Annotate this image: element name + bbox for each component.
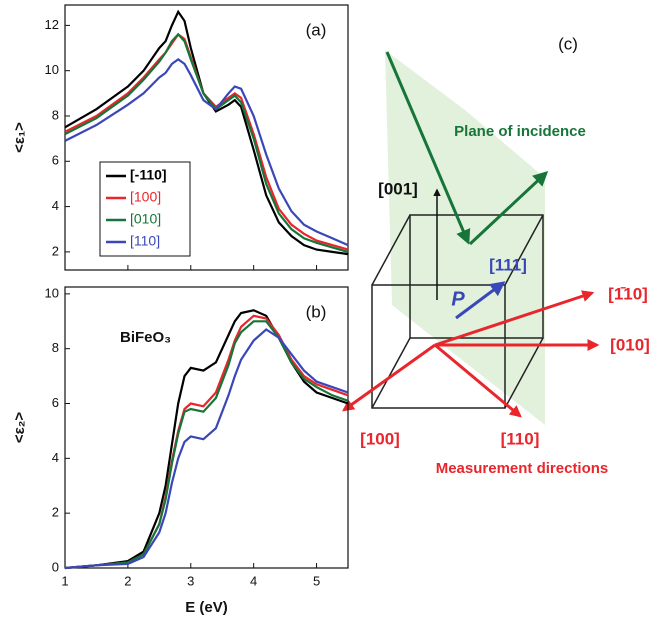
direction-label: [100] bbox=[360, 429, 400, 448]
series-line bbox=[64, 314, 349, 570]
annotation: BiFeO₃ bbox=[120, 329, 171, 346]
legend-label: [110] bbox=[130, 233, 160, 249]
axis-label: [001] bbox=[378, 179, 418, 198]
y-tick-label: 2 bbox=[52, 243, 59, 258]
direction-label: [010] bbox=[610, 335, 650, 354]
y-tick-label: 8 bbox=[52, 340, 59, 355]
cube bbox=[371, 214, 544, 409]
x-tick-label: 3 bbox=[187, 573, 194, 588]
y-tick-label: 12 bbox=[45, 17, 59, 32]
legend-box bbox=[99, 161, 191, 257]
y-tick-label: 6 bbox=[52, 395, 59, 410]
direction-label: [110] bbox=[501, 429, 540, 448]
polarization-label: P bbox=[451, 288, 465, 310]
diagram: (c) Plane of incidence [001] [111] P [1̄… bbox=[342, 34, 650, 477]
series-line bbox=[64, 9, 349, 256]
y-tick-label: 6 bbox=[52, 153, 59, 168]
panel-label: (b) bbox=[306, 302, 327, 321]
y-tick-label: 10 bbox=[45, 285, 59, 300]
x-tick-label: 2 bbox=[124, 573, 131, 588]
y-tick-label: 0 bbox=[52, 559, 59, 574]
caption: Measurement directions bbox=[436, 460, 609, 477]
direction-label: [1̄10] bbox=[608, 284, 648, 303]
panel-label: (c) bbox=[558, 34, 578, 53]
x-tick-label: 1 bbox=[61, 573, 68, 588]
y-tick-label: 2 bbox=[52, 505, 59, 520]
y-tick-label: 4 bbox=[52, 198, 59, 213]
diagonal-label: [111] bbox=[489, 255, 527, 274]
y-axis-label: <ε₁> bbox=[11, 122, 28, 153]
x-tick-label: 4 bbox=[250, 573, 257, 588]
y-tick-label: 4 bbox=[52, 450, 59, 465]
y-tick-label: 8 bbox=[52, 107, 59, 122]
panel-label: (a) bbox=[306, 20, 327, 39]
arrows bbox=[342, 51, 600, 418]
y-axis-label: <ε₂> bbox=[11, 412, 28, 444]
x-tick-label: 5 bbox=[313, 573, 320, 588]
legend-label: [100] bbox=[130, 189, 161, 205]
series-line bbox=[64, 320, 349, 570]
legend-label: [010] bbox=[130, 211, 161, 227]
y-tick-label: 10 bbox=[45, 62, 59, 77]
x-axis-label: E (eV) bbox=[185, 599, 228, 616]
series-line bbox=[64, 309, 349, 570]
plot-frame bbox=[64, 4, 349, 271]
plane-label: Plane of incidence bbox=[454, 123, 586, 140]
series-line bbox=[64, 32, 349, 251]
series-line bbox=[64, 58, 349, 247]
plot-frame bbox=[64, 286, 349, 569]
legend-label: [-110] bbox=[130, 167, 167, 183]
series-line bbox=[64, 328, 349, 570]
